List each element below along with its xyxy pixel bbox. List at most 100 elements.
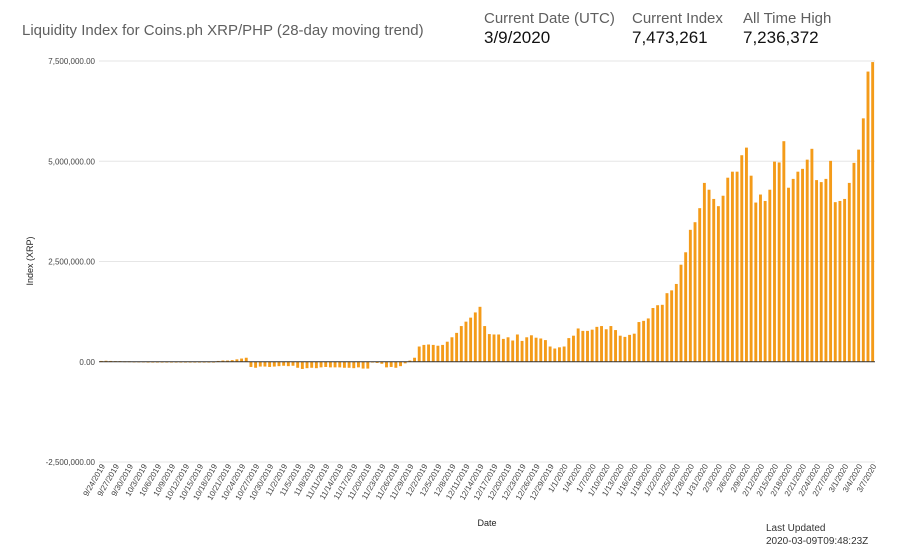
bar [656,305,660,362]
bar [394,361,398,368]
bar [674,283,678,362]
bar [562,346,566,362]
bar [735,171,739,362]
bar [609,326,613,362]
bar [352,361,356,369]
current-date-label: Current Date (UTC) [484,10,615,27]
bar [744,147,748,362]
bar [277,361,281,367]
bar [408,360,412,362]
bar [478,306,482,362]
bar [721,195,725,362]
bar [431,344,435,362]
bar [665,293,669,362]
bar [226,360,230,362]
bar [698,208,702,362]
bar [810,148,814,362]
bar [258,361,262,367]
y-tick-label: 0.00 [79,358,95,367]
bar [487,334,491,362]
all-time-high-value: 7,236,372 [743,28,819,47]
bar [754,202,758,362]
bar [838,200,842,362]
bar [861,118,865,362]
bar [791,178,795,362]
all-time-high-label: All Time High [743,10,832,27]
bar [417,346,421,362]
bar [422,344,426,362]
bar [763,200,767,362]
bar [651,308,655,362]
bar [366,361,370,369]
bar [375,361,379,363]
bar [857,149,861,362]
bar [600,326,603,362]
bar [749,175,753,362]
bar [268,361,272,367]
bar [805,159,809,362]
bar [511,340,515,362]
last-updated-label: Last Updated [766,523,826,534]
bar [244,357,248,362]
all-time-high-stat: All Time High 7,236,372 [743,10,831,48]
bar [436,345,440,362]
y-tick-label: 7,500,000.00 [48,57,95,66]
bar [534,337,538,362]
bar [464,321,468,362]
bar [543,340,547,362]
current-date-stat: Current Date (UTC) 3/9/2020 [484,10,615,48]
bar [688,229,692,362]
bar [291,361,295,366]
y-tick-label: -2,500,000.00 [46,458,96,467]
bar [263,361,267,367]
bar [441,344,445,362]
bar [679,264,683,362]
bar [595,326,599,362]
y-tick-label: 5,000,000.00 [48,157,95,166]
current-date-value: 3/9/2020 [484,28,551,47]
bar [389,361,393,367]
bar [796,171,800,362]
bar [646,318,650,362]
bar [801,168,804,362]
bar [305,361,309,369]
bar [356,361,360,368]
bar [581,330,585,362]
bar [338,361,342,368]
bar [296,361,300,368]
bar [847,182,851,362]
bar [240,358,244,362]
bar [497,334,501,362]
bar [230,360,234,362]
bar [642,320,646,362]
bar [623,336,627,362]
bar [221,360,225,362]
bar [730,171,734,362]
bar [773,161,776,362]
bar [525,337,529,362]
bar [342,361,346,368]
bar [576,328,580,362]
current-index-label: Current Index [632,10,723,27]
bar [539,338,543,362]
last-updated-value: 2020-03-09T09:48:23Z [766,536,869,547]
bar [815,180,819,362]
bar [333,361,337,368]
bar [871,62,875,362]
bar [427,344,431,362]
bar [450,337,454,362]
last-updated: Last Updated 2020-03-09T09:48:23Z [766,522,868,548]
bar [249,361,253,367]
bar [445,341,449,362]
bar [759,194,762,362]
bar [618,335,622,362]
bar [628,334,632,362]
bar [660,304,664,362]
bar [455,332,459,362]
bar [693,222,697,362]
bar [399,361,402,367]
bar [506,337,510,362]
bar [235,359,239,362]
bar [469,317,473,362]
bar [637,322,641,362]
